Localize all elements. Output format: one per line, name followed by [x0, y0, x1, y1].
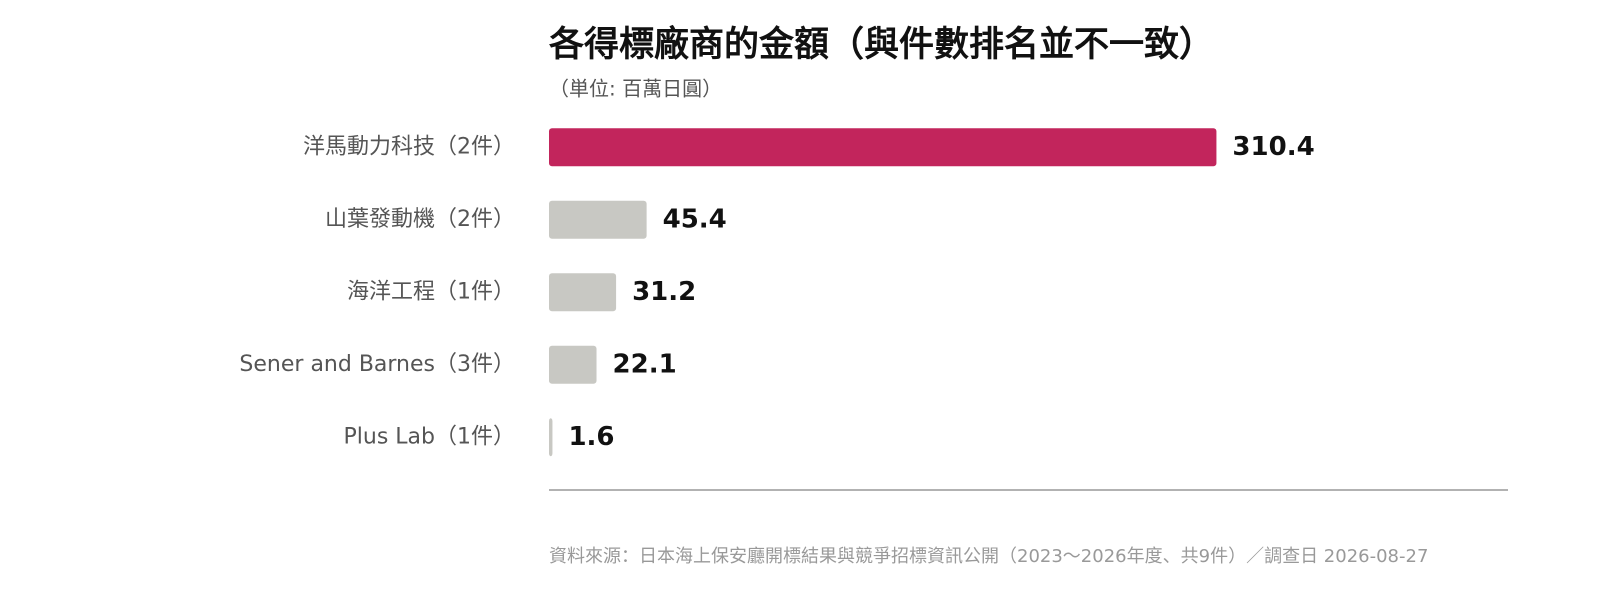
- bar: [549, 273, 617, 312]
- category-label: 山葉發動機（2件）: [325, 207, 515, 232]
- value-label: 310.4: [1232, 132, 1314, 162]
- bar: [549, 345, 597, 384]
- category-label: Sener and Barnes（3件）: [239, 352, 515, 377]
- value-label: 1.6: [568, 422, 614, 452]
- chart-title: 各得標廠商的金額（與件數排名並不一致）: [548, 24, 1214, 65]
- bar: [549, 200, 647, 239]
- value-label: 31.2: [632, 277, 696, 307]
- category-label: 洋馬動力科技（2件）: [303, 134, 515, 159]
- chart-subtitle: （単位: 百萬日圓）: [549, 77, 722, 101]
- category-label: 海洋工程（1件）: [347, 279, 515, 304]
- source-note: 資料來源：日本海上保安廳開標結果與競爭招標資訊公開（2023〜2026年度、共9…: [549, 546, 1428, 567]
- value-label: 22.1: [613, 349, 677, 379]
- value-label: 45.4: [663, 204, 727, 234]
- bar: [549, 128, 1217, 167]
- category-label: Plus Lab（1件）: [344, 424, 515, 449]
- bar: [549, 418, 553, 457]
